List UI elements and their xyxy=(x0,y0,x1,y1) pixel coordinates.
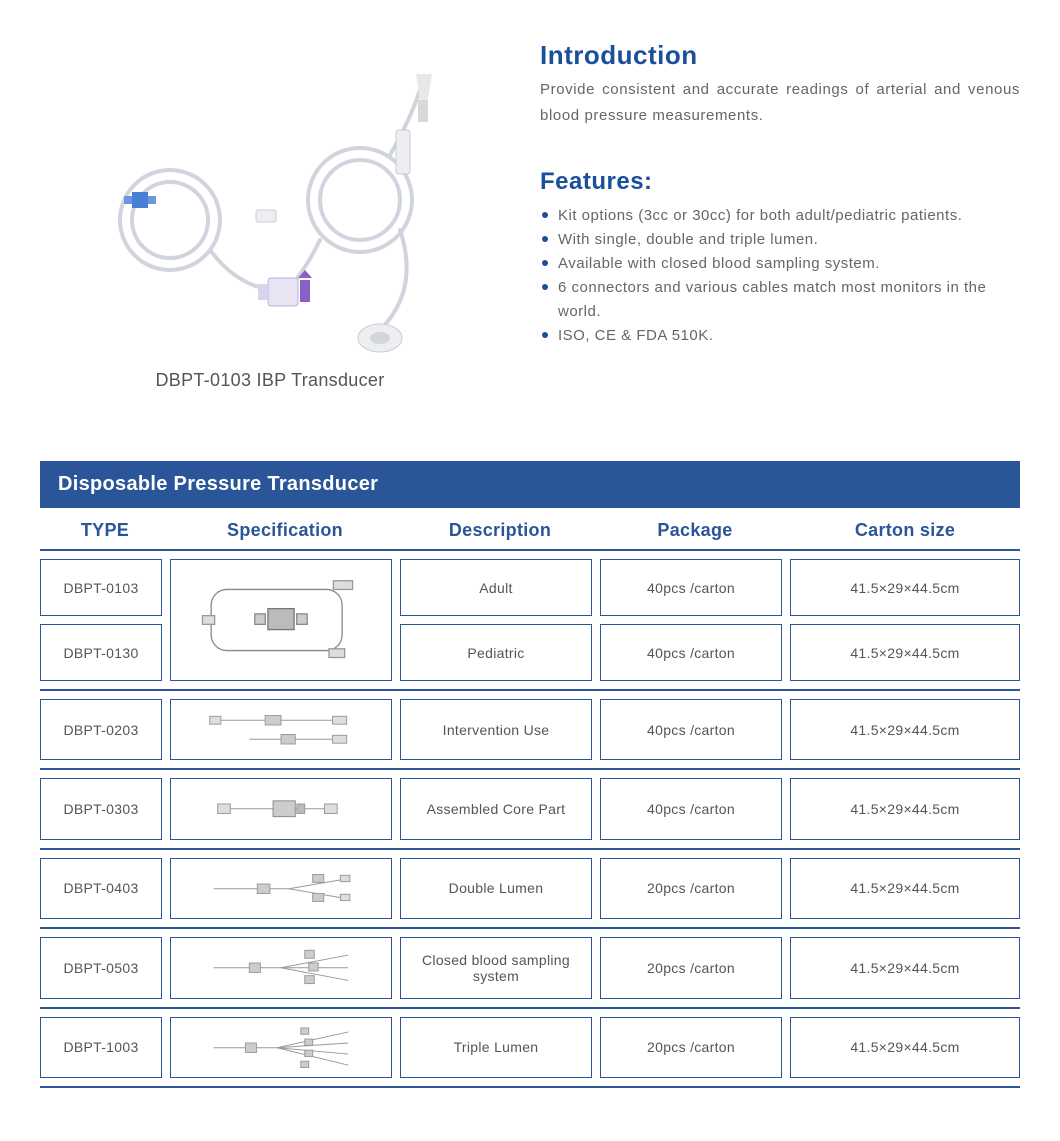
col-header-desc: Description xyxy=(400,520,600,541)
spec-cell xyxy=(170,699,392,760)
table-title-bar: Disposable Pressure Transducer xyxy=(40,461,1020,508)
feature-item: Available with closed blood sampling sys… xyxy=(540,252,1020,276)
carton-cell: 41.5×29×44.5cm xyxy=(790,937,1020,998)
table-row: DBPT-0403 Double Lumen 20pcs /carton 41.… xyxy=(40,850,1020,929)
carton-cell: 41.5×29×44.5cm xyxy=(790,699,1020,760)
table-row: DBPT-0103 DBPT-0130 Adult Pediatric 4 xyxy=(40,551,1020,691)
carton-cell: 41.5×29×44.5cm xyxy=(790,1017,1020,1078)
col-header-spec: Specification xyxy=(170,520,400,541)
table-row: DBPT-0503 Closed blood sampling system 2… xyxy=(40,929,1020,1008)
pack-cell: 20pcs /carton xyxy=(600,1017,782,1078)
type-cell: DBPT-1003 xyxy=(40,1017,162,1078)
spec-cell xyxy=(170,858,392,919)
pack-cell: 40pcs /carton xyxy=(600,699,782,760)
spec-diagram-icon xyxy=(182,572,380,668)
introduction-text: Provide consistent and accurate readings… xyxy=(540,77,1020,128)
carton-cell: 41.5×29×44.5cm xyxy=(790,624,1020,681)
spec-diagram-icon xyxy=(182,865,380,913)
desc-cell: Double Lumen xyxy=(400,858,592,919)
feature-item: 6 connectors and various cables match mo… xyxy=(540,276,1020,324)
pack-cell: 20pcs /carton xyxy=(600,858,782,919)
type-cell: DBPT-0303 xyxy=(40,778,162,839)
col-header-type: TYPE xyxy=(40,520,170,541)
desc-cell: Adult xyxy=(400,559,592,616)
pack-cell: 20pcs /carton xyxy=(600,937,782,998)
table-row: DBPT-0303 Assembled Core Part 40pcs /car… xyxy=(40,770,1020,849)
pack-cell: 40pcs /carton xyxy=(600,624,782,681)
introduction-title: Introduction xyxy=(540,40,1020,71)
spec-table: Disposable Pressure Transducer TYPE Spec… xyxy=(40,461,1020,1088)
spec-cell xyxy=(170,778,392,839)
col-header-pack: Package xyxy=(600,520,790,541)
pack-cell: 40pcs /carton xyxy=(600,778,782,839)
type-cell: DBPT-0103 xyxy=(40,559,162,616)
spec-cell xyxy=(170,937,392,998)
desc-cell: Closed blood sampling system xyxy=(400,937,592,998)
desc-cell: Intervention Use xyxy=(400,699,592,760)
carton-cell: 41.5×29×44.5cm xyxy=(790,778,1020,839)
feature-item: With single, double and triple lumen. xyxy=(540,228,1020,252)
type-cell: DBPT-0130 xyxy=(40,624,162,681)
desc-cell: Pediatric xyxy=(400,624,592,681)
table-row: DBPT-1003 Triple Lumen 20pcs /carton xyxy=(40,1009,1020,1088)
spec-cell xyxy=(170,559,392,681)
table-column-headers: TYPE Specification Description Package C… xyxy=(40,508,1020,551)
type-cell: DBPT-0503 xyxy=(40,937,162,998)
transducer-illustration-icon xyxy=(80,60,460,360)
table-row: DBPT-0203 Intervention Use 40pcs /carton… xyxy=(40,691,1020,770)
carton-cell: 41.5×29×44.5cm xyxy=(790,858,1020,919)
spec-diagram-icon xyxy=(182,706,380,754)
type-cell: DBPT-0403 xyxy=(40,858,162,919)
spec-diagram-icon xyxy=(182,785,380,833)
spec-cell xyxy=(170,1017,392,1078)
product-image-column: DBPT-0103 IBP Transducer xyxy=(40,30,500,391)
desc-cell: Assembled Core Part xyxy=(400,778,592,839)
top-section: DBPT-0103 IBP Transducer Introduction Pr… xyxy=(40,30,1020,391)
spec-diagram-icon xyxy=(182,1024,380,1072)
product-image xyxy=(80,60,460,360)
col-header-cart: Carton size xyxy=(790,520,1020,541)
carton-cell: 41.5×29×44.5cm xyxy=(790,559,1020,616)
product-caption: DBPT-0103 IBP Transducer xyxy=(40,370,500,391)
desc-cell: Triple Lumen xyxy=(400,1017,592,1078)
features-title: Features: xyxy=(540,168,1020,196)
info-column: Introduction Provide consistent and accu… xyxy=(540,30,1020,391)
features-list: Kit options (3cc or 30cc) for both adult… xyxy=(540,204,1020,348)
type-cell: DBPT-0203 xyxy=(40,699,162,760)
feature-item: ISO, CE & FDA 510K. xyxy=(540,324,1020,348)
feature-item: Kit options (3cc or 30cc) for both adult… xyxy=(540,204,1020,228)
pack-cell: 40pcs /carton xyxy=(600,559,782,616)
spec-diagram-icon xyxy=(182,944,380,992)
